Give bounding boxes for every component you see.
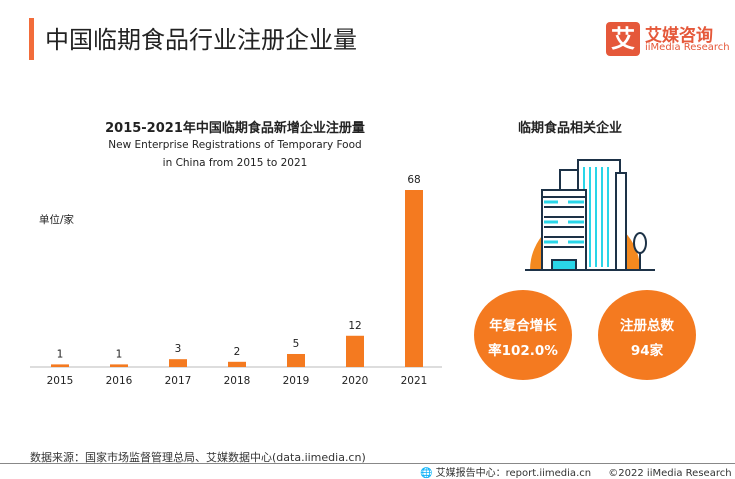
logo-text-en: iiMedia Research xyxy=(645,42,730,53)
data-source: 数据来源：国家市场监督管理总局、艾媒数据中心(data.iimedia.cn) xyxy=(30,451,366,464)
chart-subtitle-1: New Enterprise Registrations of Temporar… xyxy=(108,139,362,151)
data-label-2017: 3 xyxy=(175,343,182,355)
right-panel-title: 临期食品相关企业 xyxy=(517,121,622,136)
building-illustration-icon xyxy=(525,159,655,271)
total-label: 注册总数 xyxy=(620,318,674,334)
report-link[interactable]: 艾媒报告中心：report.iimedia.cn xyxy=(435,468,592,479)
page-title: 中国临期食品行业注册企业量 xyxy=(45,26,357,54)
bar-2021 xyxy=(405,190,423,367)
footer-divider xyxy=(0,463,735,464)
chart-title: 2015-2021年中国临期食品新增企业注册量 xyxy=(105,121,365,136)
footer-info: 🌐 艾媒报告中心：report.iimedia.cn ©2022 iiMedia… xyxy=(420,464,735,479)
bar-2018 xyxy=(228,361,246,367)
data-label-2015: 1 xyxy=(57,348,64,360)
logo-mark: 艾 xyxy=(606,22,640,56)
bar-2017 xyxy=(169,359,187,367)
cagr-badge: 年复合增长率102.0% xyxy=(474,290,572,380)
x-tick-label-2020: 2020 xyxy=(342,375,369,387)
title-accent-bar xyxy=(29,18,34,60)
bar-2015 xyxy=(51,364,69,367)
x-tick-label-2021: 2021 xyxy=(401,375,428,387)
data-label-2021: 68 xyxy=(407,174,420,186)
cagr-value: 率102.0% xyxy=(488,343,558,359)
chart-unit-label: 单位/家 xyxy=(39,214,75,226)
total-badge: 注册总数 94家 xyxy=(598,290,696,380)
data-label-2020: 12 xyxy=(348,320,361,332)
x-tick-label-2015: 2015 xyxy=(47,375,74,387)
cagr-label: 年复合增长 xyxy=(489,318,557,334)
x-tick-label-2019: 2019 xyxy=(283,375,310,387)
bar-2019 xyxy=(287,353,305,367)
x-tick-label-2016: 2016 xyxy=(106,375,133,387)
total-value: 94家 xyxy=(630,343,664,359)
x-tick-label-2017: 2017 xyxy=(165,375,192,387)
x-tick-label-2018: 2018 xyxy=(224,375,251,387)
data-label-2018: 2 xyxy=(234,346,241,358)
bar-2016 xyxy=(110,364,128,367)
bar-2020 xyxy=(346,335,364,367)
chart-subtitle-2: in China from 2015 to 2021 xyxy=(162,157,308,169)
globe-icon: 🌐 xyxy=(420,468,433,479)
data-label-2019: 5 xyxy=(293,338,300,350)
logo-text-cn: 艾媒咨询 xyxy=(645,26,713,46)
copyright: ©2022 iiMedia Research Inc xyxy=(608,468,735,479)
data-label-2016: 1 xyxy=(116,348,123,360)
